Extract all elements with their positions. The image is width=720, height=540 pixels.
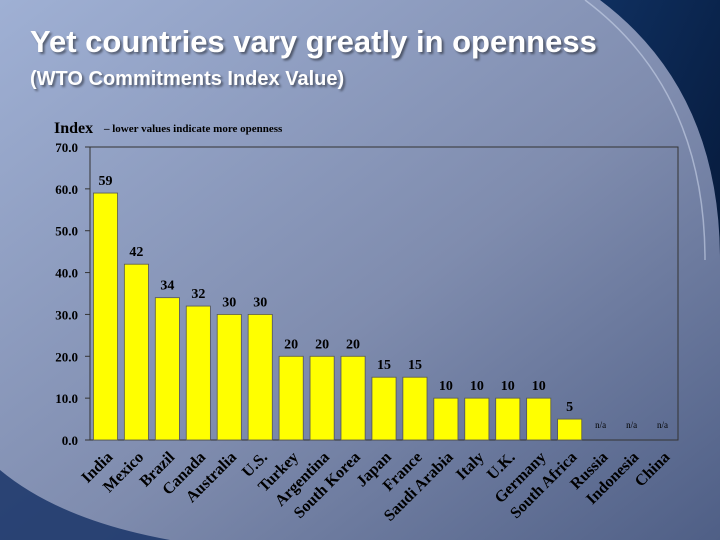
bar-saudi-arabia	[433, 397, 459, 441]
data-label: 34	[160, 279, 174, 294]
bar-italy	[464, 397, 490, 441]
data-label: 10	[532, 379, 546, 394]
data-label: 20	[346, 337, 360, 352]
data-label: 30	[253, 295, 267, 310]
y-tick-label: 10.0	[55, 391, 78, 406]
data-label: 10	[501, 379, 515, 394]
data-label: 42	[129, 245, 143, 260]
data-label: 20	[284, 337, 298, 352]
bar-canada	[185, 305, 211, 441]
y-tick-label: 30.0	[55, 307, 78, 322]
y-tick-label: 20.0	[55, 349, 78, 364]
data-label-na: n/a	[626, 420, 637, 430]
bar-germany	[526, 397, 552, 441]
data-label: 15	[377, 358, 391, 373]
data-label: 10	[470, 379, 484, 394]
data-label-na: n/a	[595, 420, 606, 430]
data-label: 10	[439, 379, 453, 394]
bar-brazil	[154, 297, 180, 441]
y-axis-note: – lower values indicate more openness	[103, 123, 283, 135]
y-tick-label: 60.0	[55, 182, 78, 197]
bar-japan	[371, 376, 397, 441]
slide-title: Yet countries vary greatly in openness	[30, 24, 597, 59]
data-label-na: n/a	[657, 420, 668, 430]
bar-india	[93, 192, 118, 441]
data-label: 59	[98, 174, 112, 189]
bar-france	[402, 376, 428, 441]
bar-argentina	[309, 355, 335, 441]
x-tick-label: China	[632, 449, 674, 491]
data-label: 5	[566, 400, 573, 415]
data-label: 30	[222, 295, 236, 310]
x-tick-label: Italy	[453, 449, 488, 484]
y-tick-label: 70.0	[55, 140, 78, 155]
chart-axes: 0.0 10.0 20.0 30.0 40.0 50.0 60.0 70.0 Index – lo…	[54, 120, 679, 448]
y-tick-label: 50.0	[55, 224, 78, 239]
data-label: 15	[408, 358, 422, 373]
y-tick-label: 0.0	[62, 433, 78, 448]
y-tick-label: 40.0	[55, 266, 78, 281]
slide-subtitle: (WTO Commitments Index Value)	[30, 68, 345, 90]
bar-australia	[216, 314, 242, 441]
data-label: 32	[191, 287, 205, 302]
chart-bars	[93, 192, 583, 441]
bar-u-k-	[495, 397, 521, 441]
bar-south-africa	[557, 418, 583, 441]
data-label: 20	[315, 337, 329, 352]
bar-mexico	[123, 263, 149, 441]
bar-turkey	[278, 355, 304, 441]
bar-u-s-	[247, 314, 273, 441]
bar-south-korea	[340, 355, 366, 441]
y-axis-label: Index	[54, 120, 93, 137]
